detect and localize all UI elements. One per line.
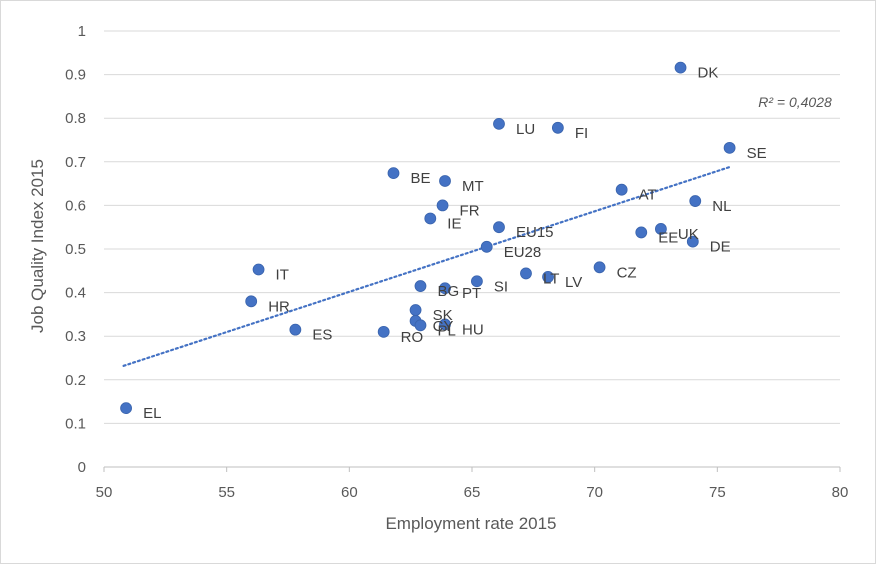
point-label-be: BE [410,170,430,187]
point-label-pt: PT [462,285,481,302]
data-point-bg [414,280,427,292]
data-point-ee [635,226,648,239]
point-label-uk: UK [678,226,699,243]
data-point-fi [551,121,564,134]
point-label-lv: LV [565,274,582,291]
y-tick-label: 0.9 [65,67,86,84]
gridlines [104,30,840,424]
point-label-nl: NL [712,198,731,215]
data-point-pl [414,319,427,332]
point-label-hu: HU [462,321,484,338]
trendline [122,165,731,367]
y-tick-label: 0.7 [65,154,86,171]
point-label-at: AT [639,187,657,204]
data-point-fr [436,199,449,212]
trendline-group [122,165,731,367]
data-point-it [252,263,265,276]
point-label-si: SI [494,278,508,295]
x-tick-label: 60 [341,484,358,501]
data-point-lu [493,117,505,130]
data-point-lt [520,267,532,280]
y-tick-label: 0 [78,459,86,476]
y-tick-label: 0.5 [65,241,86,258]
data-point-eu15 [493,221,505,234]
point-label-lu: LU [516,121,535,138]
y-tick-label: 0.4 [65,285,86,302]
point-label-se: SE [747,145,767,162]
data-point-nl [689,195,702,207]
x-tick-label: 65 [464,484,481,501]
data-point-uk [655,223,667,235]
x-tick-label: 55 [218,484,235,501]
data-point-dk [674,61,687,74]
data-point-lv [542,271,554,283]
point-label-eu28: EU28 [504,244,542,261]
y-tick-label: 0.1 [65,415,86,432]
y-tick-label: 1 [78,23,86,40]
point-label-hr: HR [268,298,290,315]
point-label-cy: CY [433,318,454,335]
x-tick-label: 70 [586,484,603,501]
point-label-ie: IE [447,215,461,232]
axes: 0 0.1 0.2 0.3 0.4 0.5 0.6 0.7 0.8 0.9 1 50 55 60 65 70 7… [65,23,848,501]
point-label-ee: EE [658,229,678,246]
point-label-bg: BG [437,283,459,300]
x-tick-label: 80 [832,484,849,501]
point-label-dk: DK [698,65,719,82]
data-point-de [686,235,699,248]
data-points [120,61,736,415]
data-point-eu28 [480,240,493,253]
point-label-fi: FI [575,125,588,142]
y-axis-title: Job Quality Index 2015 [28,159,47,333]
data-point-el [120,402,132,415]
x-axis-title: Employment rate 2015 [385,514,556,533]
data-point-ro [377,325,390,338]
point-label-eu15: EU15 [516,224,554,241]
y-tick-label: 0.3 [65,328,86,345]
data-point-at [615,183,628,196]
data-point-es [289,323,302,336]
point-label-it: IT [276,266,289,283]
r-squared-label: R² = 0,4028 [758,94,832,110]
point-label-lt: LT [543,270,559,287]
y-tick-label: 0.6 [65,197,86,214]
point-label-fr: FR [460,202,480,219]
point-label-cz: CZ [617,264,637,281]
point-label-de: DE [710,239,731,256]
y-tick-label: 0.2 [65,372,86,389]
point-label-sk: SK [433,307,453,324]
data-point-sk [409,304,422,316]
data-point-be [387,167,400,180]
point-label-mt: MT [462,178,484,195]
data-point-hr [245,295,258,308]
point-label-es: ES [312,327,332,344]
data-point-pt [439,282,451,295]
x-tick-label: 50 [96,484,113,501]
point-label-el: EL [143,405,161,422]
point-label-ro: RO [401,329,424,346]
y-tick-label: 0.8 [65,110,86,127]
data-point-ie [424,212,437,225]
data-point-se [723,141,736,154]
point-label-pl: PL [437,322,455,339]
x-tick-label: 75 [709,484,726,501]
data-point-hu [439,318,451,331]
data-point-si [471,275,483,288]
data-point-mt [439,175,451,187]
data-point-cz [593,261,606,274]
